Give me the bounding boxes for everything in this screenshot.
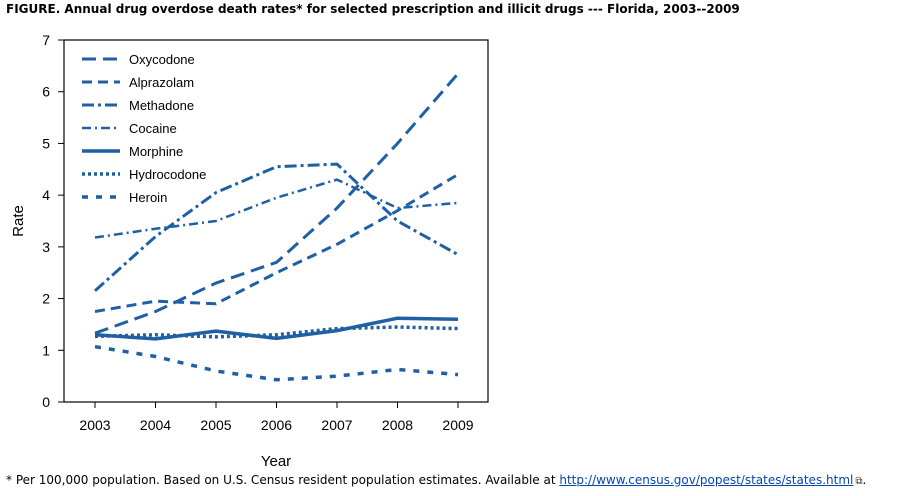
y-tick-label: 4: [42, 187, 50, 203]
legend-label-heroin: Heroin: [129, 190, 167, 205]
x-axis: 2003 2004 2005 2006 2007 2008 2009: [79, 402, 474, 433]
footnote-trailing: .: [862, 473, 867, 487]
x-tick-label: 2003: [79, 417, 110, 433]
series-line-cocaine: [94, 178, 459, 239]
x-tick-label: 2008: [382, 417, 413, 433]
legend-label-morphine: Morphine: [129, 144, 183, 159]
external-link-icon: ⧉: [855, 476, 863, 487]
series-line-methadone: [93, 162, 459, 292]
series-line-heroin: [94, 344, 459, 382]
series-line-alprazolam: [94, 173, 459, 313]
y-tick-label: 7: [42, 32, 50, 48]
y-tick-label: 0: [42, 394, 50, 410]
series-line-hydrocodone: [94, 325, 459, 339]
figure-title: FIGURE. Annual drug overdose death rates…: [6, 2, 740, 16]
series-line-morphine: [94, 316, 459, 341]
y-tick-label: 6: [42, 84, 50, 100]
census-link[interactable]: http://www.census.gov/popest/states/stat…: [559, 473, 854, 487]
x-tick-label: 2007: [321, 417, 352, 433]
y-tick-label: 1: [42, 342, 50, 358]
y-tick-label: 2: [42, 291, 50, 307]
footnote-text: * Per 100,000 population. Based on U.S. …: [6, 473, 560, 487]
x-tick-label: 2006: [261, 417, 292, 433]
y-axis: 0 1 2 3 4 5 6 7: [42, 32, 64, 410]
x-axis-title: Year: [261, 453, 291, 470]
y-tick-label: 5: [42, 135, 50, 151]
legend-label-hydrocodone: Hydrocodone: [129, 167, 206, 182]
x-tick-label: 2009: [442, 417, 473, 433]
y-axis-title: Rate: [10, 205, 27, 237]
x-tick-label: 2005: [200, 417, 231, 433]
legend-label-cocaine: Cocaine: [129, 121, 177, 136]
x-tick-label: 2004: [140, 417, 171, 433]
legend-label-methadone: Methadone: [129, 98, 194, 113]
legend: Oxycodone Alprazolam Methadone Cocaine Morph…: [82, 52, 206, 205]
plot-frame: [63, 39, 489, 403]
y-tick-label: 3: [42, 239, 50, 255]
series-lines: [93, 72, 460, 382]
footnote: * Per 100,000 population. Based on U.S. …: [6, 473, 866, 487]
legend-label-oxycodone: Oxycodone: [129, 52, 195, 67]
legend-label-alprazolam: Alprazolam: [129, 75, 194, 90]
series-line-oxycodone: [94, 72, 460, 335]
